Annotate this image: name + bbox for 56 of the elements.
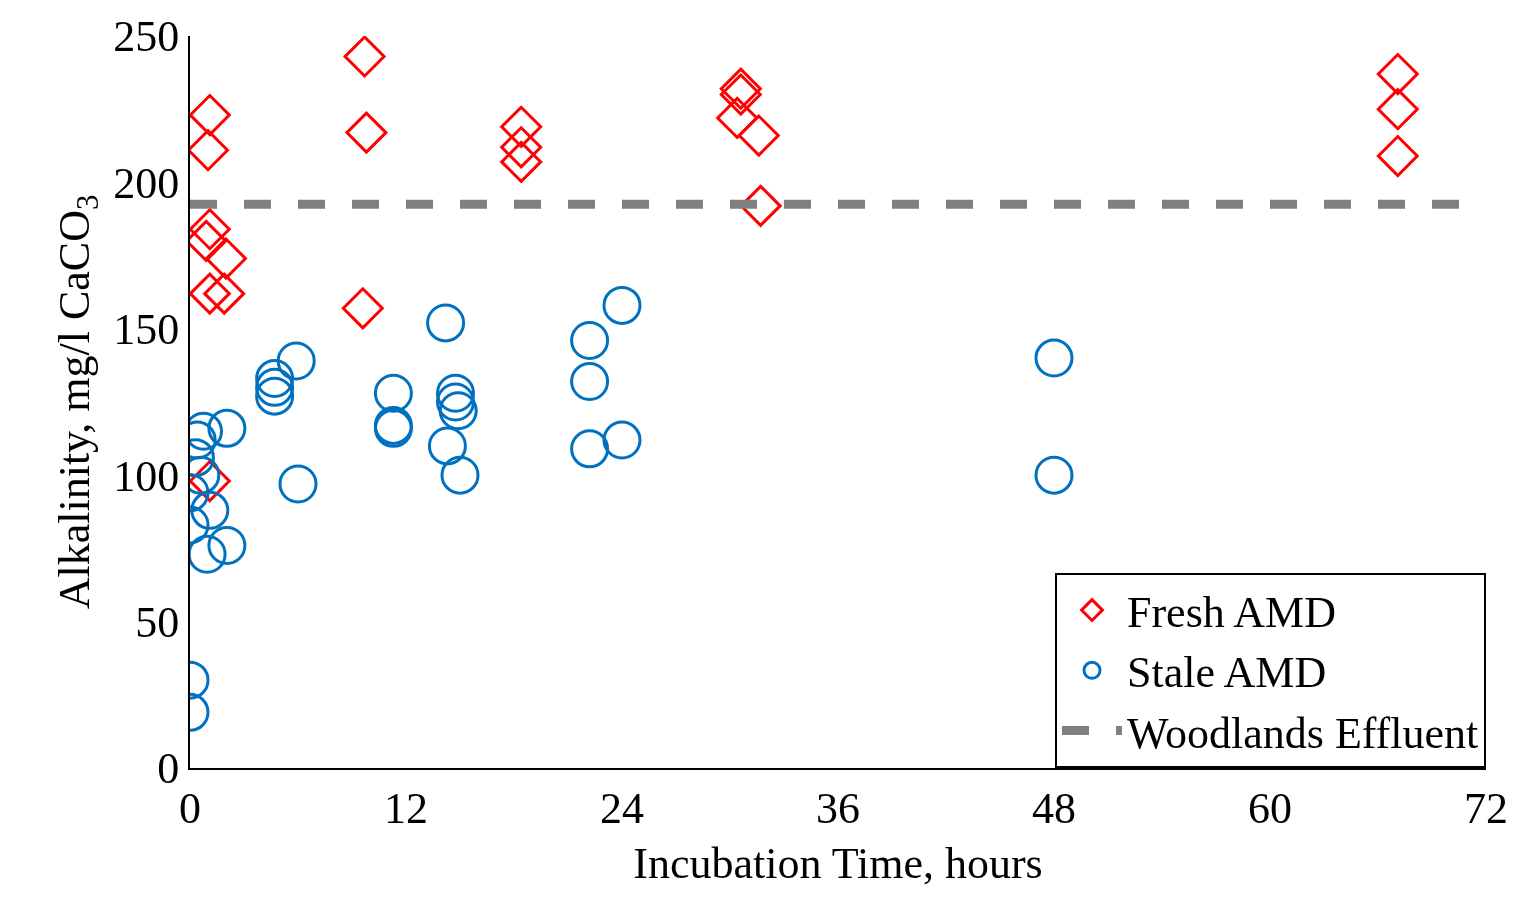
point xyxy=(1376,135,1419,178)
point xyxy=(343,36,386,78)
point xyxy=(255,359,295,399)
point xyxy=(436,373,475,413)
x-tick-label: 72 xyxy=(1464,783,1508,833)
point xyxy=(203,272,246,315)
point xyxy=(737,114,780,157)
y-tick-label: 150 xyxy=(113,305,180,355)
point xyxy=(500,126,543,169)
y-tick-label: 250 xyxy=(113,12,180,62)
point xyxy=(719,73,762,116)
point xyxy=(436,382,475,422)
point xyxy=(190,490,230,530)
point xyxy=(602,420,642,460)
y-tick-label: 200 xyxy=(113,158,180,208)
point xyxy=(190,94,231,137)
legend-label: Stale AMD xyxy=(1127,648,1327,698)
y-tick-label: 100 xyxy=(113,451,180,501)
point xyxy=(373,373,413,413)
x-axis-title: Incubation Time, hours xyxy=(633,838,1043,888)
point xyxy=(341,287,384,330)
point xyxy=(602,285,642,325)
point xyxy=(345,111,388,154)
point xyxy=(207,525,247,565)
point xyxy=(1376,88,1419,131)
legend-label: Woodlands Effluent xyxy=(1127,708,1479,758)
x-tick-label: 24 xyxy=(600,783,644,833)
x-tick-label: 60 xyxy=(1248,783,1292,833)
x-tick-label: 36 xyxy=(816,783,860,833)
point xyxy=(1376,53,1419,96)
point xyxy=(570,321,610,360)
y-tick-label: 0 xyxy=(157,744,180,794)
point xyxy=(719,67,762,110)
point xyxy=(190,272,231,315)
point xyxy=(716,96,759,139)
point xyxy=(440,455,480,495)
point xyxy=(276,341,316,381)
point xyxy=(205,237,247,280)
point xyxy=(438,391,478,431)
point xyxy=(190,208,231,251)
point xyxy=(500,140,543,183)
point xyxy=(427,426,467,466)
point xyxy=(500,105,543,148)
y-tick-label: 50 xyxy=(135,598,180,647)
point xyxy=(278,464,318,504)
point xyxy=(570,429,610,469)
point xyxy=(426,303,466,343)
point xyxy=(255,376,295,416)
point xyxy=(255,367,295,407)
point xyxy=(570,362,610,401)
point xyxy=(207,408,247,448)
point xyxy=(1034,455,1074,495)
point xyxy=(1034,338,1074,378)
x-tick-label: 48 xyxy=(1032,783,1076,833)
x-tick-label: 12 xyxy=(384,783,428,833)
legend-label: Fresh AMD xyxy=(1127,588,1337,638)
